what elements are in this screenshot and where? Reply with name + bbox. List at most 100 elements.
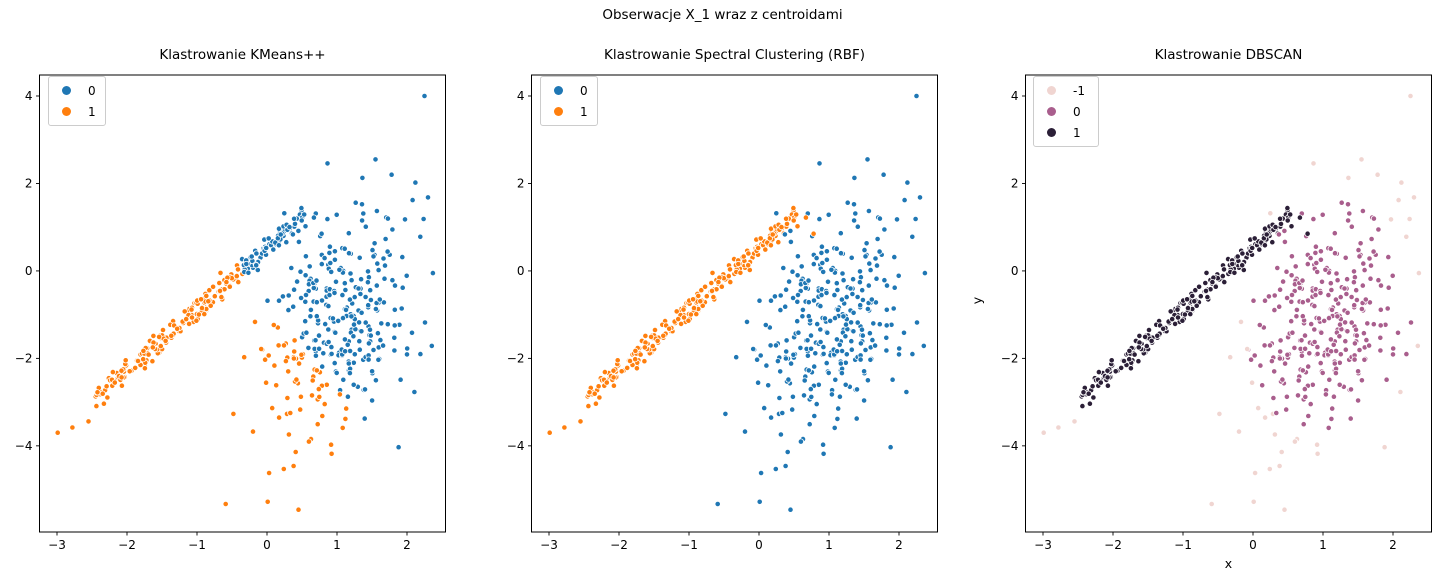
data-point bbox=[1209, 278, 1216, 286]
data-point bbox=[1351, 302, 1358, 309]
data-point bbox=[275, 242, 282, 249]
data-point bbox=[205, 298, 212, 305]
data-point bbox=[798, 263, 805, 270]
data-point bbox=[727, 278, 734, 286]
data-point bbox=[603, 379, 610, 386]
data-point bbox=[1381, 444, 1388, 451]
data-point bbox=[365, 356, 372, 363]
data-point bbox=[331, 289, 338, 296]
data-point bbox=[835, 405, 842, 412]
data-point bbox=[218, 293, 225, 301]
data-point bbox=[1071, 418, 1078, 425]
data-point bbox=[709, 269, 716, 276]
data-point bbox=[1229, 260, 1236, 268]
data-point bbox=[778, 224, 785, 231]
data-point bbox=[380, 255, 387, 262]
data-point bbox=[794, 272, 801, 279]
data-point bbox=[188, 306, 195, 313]
data-point bbox=[1261, 242, 1269, 249]
data-point bbox=[217, 269, 224, 276]
data-point bbox=[753, 356, 761, 363]
data-point bbox=[782, 286, 790, 293]
data-point bbox=[345, 360, 352, 367]
data-point bbox=[755, 244, 762, 252]
data-point bbox=[261, 356, 269, 363]
data-point bbox=[339, 314, 347, 322]
data-point bbox=[245, 269, 252, 276]
data-point bbox=[1311, 326, 1318, 333]
data-point bbox=[1338, 199, 1345, 206]
data-point bbox=[890, 305, 897, 312]
data-point bbox=[1112, 368, 1119, 375]
data-point bbox=[756, 297, 763, 304]
data-point bbox=[1295, 377, 1302, 384]
data-point bbox=[1328, 286, 1335, 294]
data-point bbox=[834, 415, 841, 422]
data-point bbox=[291, 348, 298, 355]
data-point bbox=[258, 345, 265, 353]
data-point bbox=[297, 294, 305, 302]
data-point bbox=[1251, 235, 1258, 242]
x-tick-label: 0 bbox=[755, 538, 763, 552]
data-point bbox=[1366, 299, 1374, 306]
data-point bbox=[342, 286, 349, 294]
data-point bbox=[698, 287, 705, 294]
data-point bbox=[1328, 348, 1335, 355]
data-point bbox=[783, 220, 791, 227]
data-point bbox=[1257, 362, 1264, 369]
data-point bbox=[633, 365, 641, 372]
data-point bbox=[1237, 318, 1245, 325]
data-point bbox=[1317, 248, 1325, 255]
data-point bbox=[869, 336, 876, 344]
data-point bbox=[275, 342, 282, 349]
data-point bbox=[1277, 348, 1284, 355]
data-point bbox=[1406, 215, 1413, 223]
legend-entry: 1 bbox=[541, 101, 597, 122]
data-point bbox=[1327, 245, 1334, 252]
data-point bbox=[1407, 92, 1414, 100]
data-point bbox=[365, 340, 372, 347]
data-point bbox=[1281, 238, 1289, 245]
data-point bbox=[198, 296, 205, 303]
data-point bbox=[210, 283, 217, 290]
data-point bbox=[1126, 356, 1133, 363]
data-point bbox=[677, 320, 685, 327]
data-point bbox=[1145, 326, 1153, 334]
data-point bbox=[876, 248, 883, 255]
data-point bbox=[1344, 309, 1351, 316]
data-point bbox=[275, 414, 283, 421]
data-point bbox=[297, 268, 304, 275]
data-point bbox=[1353, 332, 1360, 339]
data-point bbox=[757, 352, 764, 359]
data-point bbox=[314, 421, 321, 428]
data-point bbox=[1361, 356, 1368, 363]
data-point bbox=[1313, 259, 1320, 267]
x-tick-label: 2 bbox=[1389, 538, 1397, 552]
data-point bbox=[332, 329, 339, 336]
data-point bbox=[873, 275, 880, 282]
data-point bbox=[561, 424, 568, 431]
data-point bbox=[632, 356, 639, 363]
data-point bbox=[318, 260, 325, 268]
x-tick-label: −3 bbox=[1034, 538, 1052, 552]
data-point bbox=[1410, 194, 1418, 201]
data-point bbox=[737, 269, 744, 276]
data-point bbox=[867, 266, 874, 274]
data-point bbox=[373, 282, 380, 289]
data-point bbox=[1332, 296, 1340, 303]
data-point bbox=[305, 438, 312, 445]
data-point bbox=[309, 377, 316, 384]
data-point bbox=[876, 321, 883, 328]
data-point bbox=[312, 352, 319, 359]
data-point bbox=[234, 266, 242, 273]
data-point bbox=[1341, 285, 1348, 292]
data-point bbox=[1291, 344, 1298, 351]
data-point bbox=[1311, 338, 1318, 346]
data-point bbox=[226, 283, 233, 290]
data-point bbox=[1204, 293, 1211, 301]
data-point bbox=[1415, 269, 1423, 277]
data-point bbox=[840, 277, 847, 284]
data-point bbox=[235, 278, 242, 286]
data-point bbox=[1284, 205, 1291, 212]
